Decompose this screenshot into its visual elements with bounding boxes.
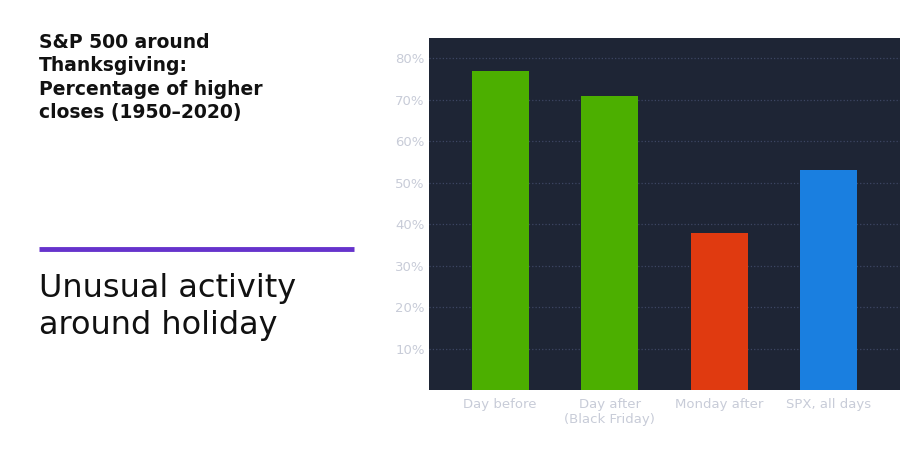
- Text: Unusual activity
around holiday: Unusual activity around holiday: [40, 273, 296, 341]
- Bar: [472, 71, 528, 390]
- Bar: [800, 170, 858, 390]
- Bar: [581, 96, 638, 390]
- Text: S&P 500 around
Thanksgiving:
Percentage of higher
closes (1950–2020): S&P 500 around Thanksgiving: Percentage …: [40, 33, 263, 122]
- Bar: [691, 233, 748, 390]
